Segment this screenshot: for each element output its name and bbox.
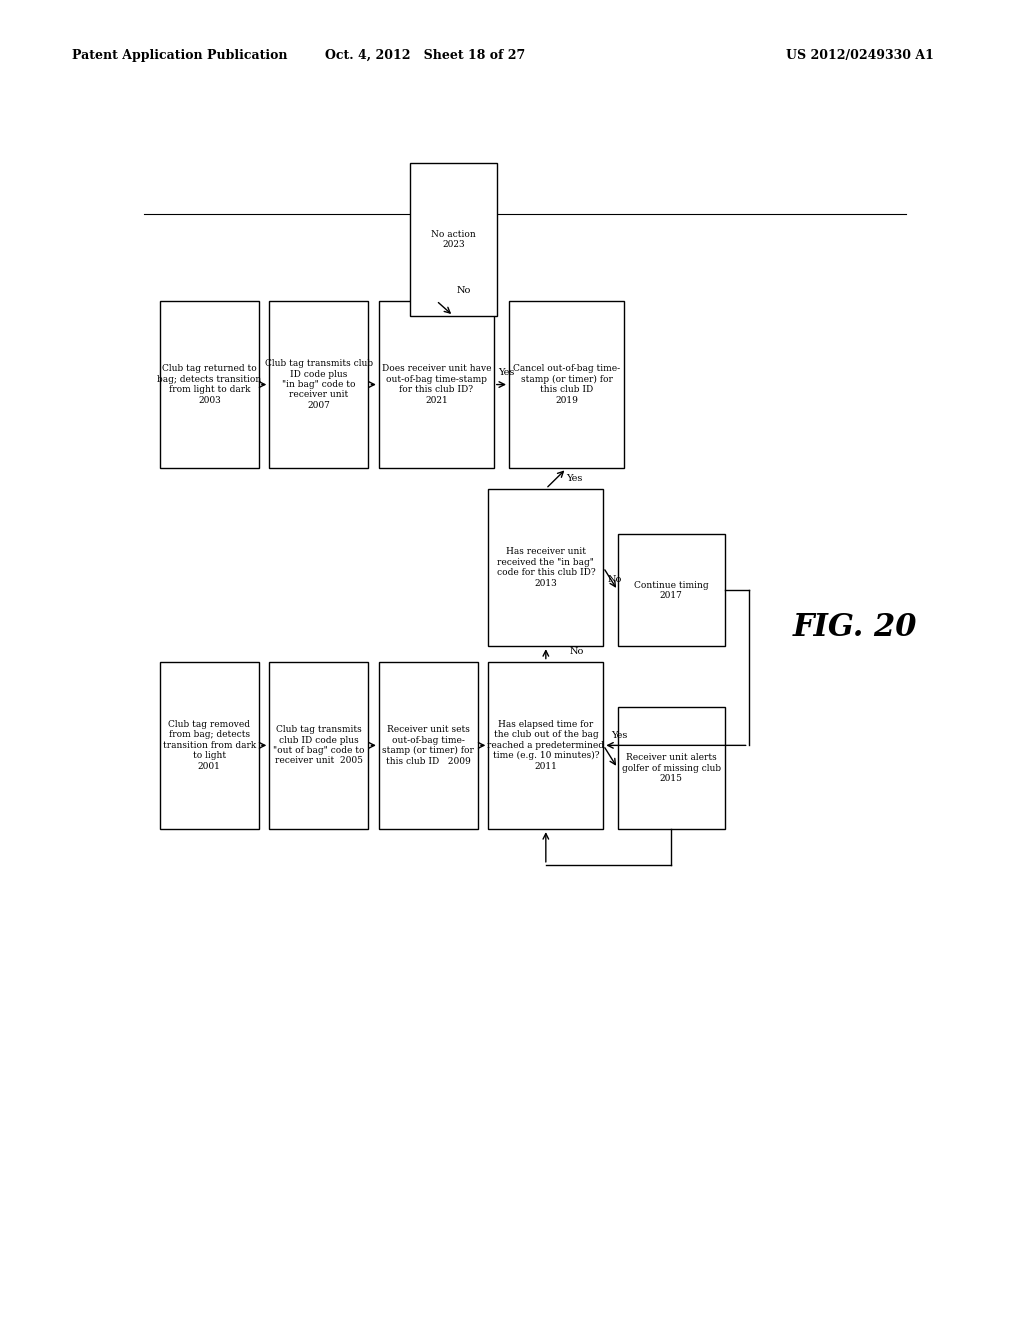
Text: Club tag returned to
bag; detects transition
from light to dark
2003: Club tag returned to bag; detects transi… [158,364,261,405]
Text: FIG. 20: FIG. 20 [793,611,918,643]
Text: Cancel out-of-bag time-
stamp (or timer) for
this club ID
2019: Cancel out-of-bag time- stamp (or timer)… [513,364,620,405]
Bar [617,535,725,647]
Text: Oct. 4, 2012   Sheet 18 of 27: Oct. 4, 2012 Sheet 18 of 27 [325,49,525,62]
Text: No: No [569,647,584,656]
Text: US 2012/0249330 A1: US 2012/0249330 A1 [786,49,934,62]
Text: Yes: Yes [565,474,582,483]
Bar [379,301,494,469]
Bar [488,488,603,647]
Text: No: No [607,576,622,585]
Text: Yes: Yes [611,731,628,739]
Text: Continue timing
2017: Continue timing 2017 [634,581,709,601]
Text: Does receiver unit have
out-of-bag time-stamp
for this club ID?
2021: Does receiver unit have out-of-bag time-… [382,364,492,405]
Bar [488,661,603,829]
Text: Has receiver unit
received the "in bag"
code for this club ID?
2013: Has receiver unit received the "in bag" … [497,548,595,587]
Bar [160,301,259,469]
Bar [410,164,497,315]
Text: No: No [456,286,471,296]
Bar [379,661,478,829]
Text: Patent Application Publication: Patent Application Publication [72,49,287,62]
Text: Club tag removed
from bag; detects
transition from dark
to light
2001: Club tag removed from bag; detects trans… [163,721,256,771]
Text: Yes: Yes [498,368,514,376]
Bar [269,301,369,469]
Text: Receiver unit alerts
golfer of missing club
2015: Receiver unit alerts golfer of missing c… [622,754,721,783]
Bar [509,301,624,469]
Bar [160,661,259,829]
Text: Club tag transmits club
ID code plus
"in bag" code to
receiver unit
2007: Club tag transmits club ID code plus "in… [265,359,373,409]
Text: Club tag transmits
club ID code plus
"out of bag" code to
receiver unit  2005: Club tag transmits club ID code plus "ou… [273,725,365,766]
Text: Has elapsed time for
the club out of the bag
reached a predetermined
time (e.g. : Has elapsed time for the club out of the… [487,719,604,771]
Text: Receiver unit sets
out-of-bag time-
stamp (or timer) for
this club ID   2009: Receiver unit sets out-of-bag time- stam… [382,725,474,766]
Bar [269,661,369,829]
Text: No action
2023: No action 2023 [431,230,476,249]
Bar [617,708,725,829]
